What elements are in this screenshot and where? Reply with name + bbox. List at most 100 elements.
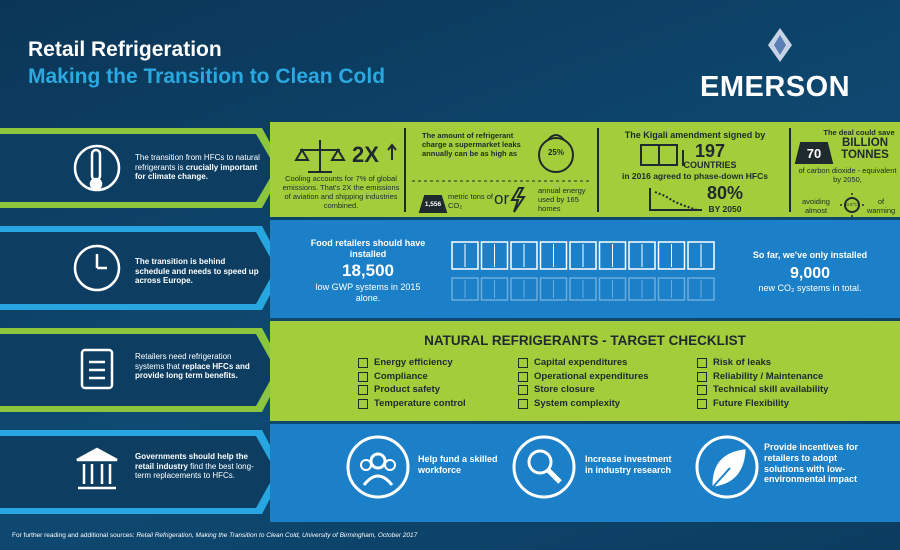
savings-warming: of warming	[866, 197, 896, 215]
text: find the best long-term replacements to …	[135, 461, 254, 481]
kigali-countries: 197	[694, 141, 726, 161]
checklist-item: Compliance	[374, 370, 428, 382]
checklist-item: Technical skill availability	[713, 384, 829, 395]
checkbox	[697, 398, 707, 409]
case	[480, 241, 509, 270]
row-icons	[73, 144, 121, 490]
checkbox	[358, 371, 368, 382]
footer-source: Retail Refrigeration, Making the Transit…	[136, 532, 418, 539]
stat-icons	[294, 134, 864, 217]
actual-figure: 9,000	[789, 265, 831, 282]
leaks-tons-label: metric tons of CO₂	[448, 192, 494, 210]
subtitle: Making the Transition to Clean Cold	[28, 65, 386, 88]
checklist-item: Capital expenditures	[534, 357, 628, 368]
panel-green	[270, 321, 900, 421]
panel-green	[270, 122, 900, 217]
case	[451, 241, 479, 270]
case	[569, 241, 597, 270]
emphasis: Governments should help the retail indus…	[135, 452, 248, 471]
leaks-or: or	[494, 189, 510, 208]
text: Retailers need refrigeration systems tha…	[135, 352, 232, 371]
kigali-cut: 80%	[706, 183, 744, 203]
leaks-tons: 1,556	[424, 201, 442, 208]
case	[598, 277, 627, 301]
row-text: The transition is behind schedule and ne…	[135, 257, 259, 286]
checklist-item: Product safety	[374, 384, 440, 395]
case	[510, 277, 538, 301]
logo: EMERSON	[700, 71, 851, 103]
case	[657, 277, 686, 301]
target-text: Food retailers should have installed	[310, 238, 426, 259]
emissions-figure: 2X	[352, 142, 379, 167]
case	[539, 277, 568, 301]
savings-unit: BILLION TONNES	[841, 137, 889, 162]
checklist-item: Temperature control	[374, 397, 466, 409]
leaks-energy: annual energy used by 165 homes	[538, 186, 586, 213]
case	[510, 241, 538, 270]
case	[657, 241, 686, 270]
footer-text: For further reading and additional sourc…	[12, 532, 135, 539]
case	[628, 277, 656, 301]
row-text: Retailers need refrigeration systems tha…	[135, 352, 260, 381]
case	[687, 241, 715, 270]
kigali-text: The Kigali amendment signed by	[624, 130, 766, 140]
case	[480, 277, 509, 301]
savings-avoid: avoiding almost	[802, 197, 830, 215]
leaks-percent: 25%	[547, 148, 564, 157]
checkbox	[358, 398, 368, 409]
savings-amount: 70	[806, 146, 822, 161]
emphasis: crucially important for climate change.	[135, 162, 258, 182]
target-label: low GWP systems in 2015 alone.	[315, 282, 421, 303]
checklist-item: System complexity	[534, 397, 621, 409]
checkbox	[518, 358, 528, 368]
checklist-item: Operational expenditures	[534, 370, 649, 382]
checklist-item: Risk of leaks	[713, 357, 772, 368]
emphasis: replace HFCs and provide long term benef…	[135, 361, 250, 381]
case	[628, 241, 656, 270]
kigali-agreement: in 2016 agreed to phase-down HFCs	[622, 171, 768, 181]
panel-blue	[270, 424, 900, 522]
footer: For further reading and additional sourc…	[12, 532, 417, 540]
row-text: Governments should help the retail indus…	[135, 452, 260, 481]
case	[539, 241, 568, 270]
checkbox	[358, 358, 368, 368]
emissions-text: Cooling accounts for 7% of global emissi…	[282, 174, 400, 210]
action: Increase investment in industry research	[585, 454, 672, 475]
case	[451, 277, 479, 301]
checkbox	[518, 385, 528, 395]
title: Retail Refrigeration	[28, 38, 222, 61]
row-text: The transition from HFCs to natural refr…	[135, 153, 260, 182]
display-cases	[451, 241, 715, 301]
kigali-cut-label: BY 2050	[708, 204, 742, 214]
checkbox	[697, 371, 707, 382]
leaks-text: The amount of refrigerant charge a super…	[422, 131, 521, 158]
checklist-item: Energy efficiency	[374, 357, 453, 368]
checklist-item: Future Flexibility	[713, 397, 790, 409]
dividers	[404, 128, 791, 212]
logo-mark	[768, 28, 792, 62]
savings-degrees: 0.5°C	[846, 202, 858, 207]
checkbox	[518, 371, 528, 382]
row-arrows	[0, 128, 284, 514]
checklist-item: Store closure	[534, 384, 595, 395]
checkbox	[697, 385, 707, 395]
savings-text: The deal could save	[823, 128, 895, 137]
actual-label: new CO₂ systems in total.	[758, 283, 862, 293]
action: Provide incentives for retailers to adop…	[764, 442, 859, 485]
kigali-countries-label: COUNTRIES	[683, 160, 737, 170]
checkbox	[697, 358, 707, 368]
case	[569, 277, 597, 301]
action-icons	[346, 435, 759, 499]
actual-text: So far, we've only installed	[752, 250, 868, 260]
case	[598, 241, 627, 270]
checklist-item: Reliability / Maintenance	[713, 370, 824, 382]
checklist-title: NATURAL REFRIGERANTS - TARGET CHECKLIST	[424, 333, 746, 348]
checkbox	[518, 398, 528, 409]
savings-detail: of carbon dioxide - equivalent by 2050,	[798, 166, 897, 184]
target-figure: 18,500	[342, 261, 394, 280]
action: Help fund a skilled workforce	[418, 454, 498, 475]
case	[687, 277, 715, 301]
text: The transition from HFCs to natural refr…	[135, 153, 260, 172]
